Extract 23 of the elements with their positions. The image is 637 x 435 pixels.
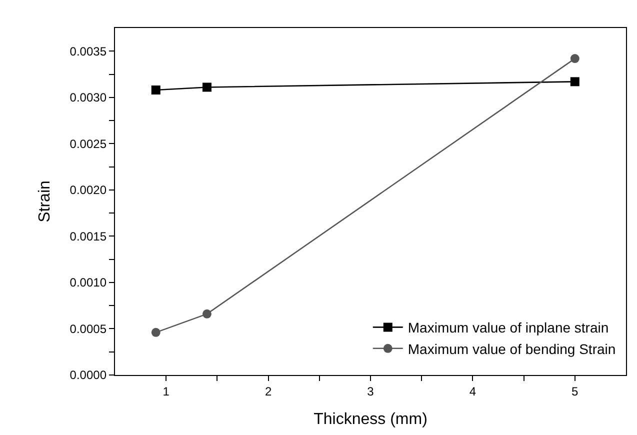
point [202, 82, 212, 92]
x-tick-label: 5 [572, 384, 579, 398]
y-tick-label: 0.0010 [70, 276, 107, 290]
text: 0.0000 [70, 368, 106, 382]
y-tick-label: 0.0005 [70, 322, 107, 336]
x-tick-label: 1 [162, 384, 170, 398]
legend-label: Maximum value of bending Strain [408, 340, 616, 357]
y-tick-label: 0.0035 [70, 44, 107, 58]
y-tick-label: 0.0020 [70, 183, 107, 198]
point [151, 86, 160, 94]
point [570, 54, 580, 64]
point [570, 77, 580, 86]
x-tick-label: 2 [264, 384, 272, 398]
y-tick-label: 0.0030 [70, 90, 107, 105]
point [151, 328, 160, 337]
point [202, 309, 212, 318]
x-tick-label: 4 [469, 384, 476, 398]
x-tick-label: 3 [367, 384, 374, 398]
y-tick-label: 0.0015 [70, 229, 107, 244]
y-tick-label: 0.0025 [70, 136, 107, 151]
x-axis-title: Thickness (mm) [314, 411, 428, 428]
legend-label: Maximum value of inplane strain [408, 320, 609, 336]
y-axis-title: Strain [36, 180, 54, 222]
